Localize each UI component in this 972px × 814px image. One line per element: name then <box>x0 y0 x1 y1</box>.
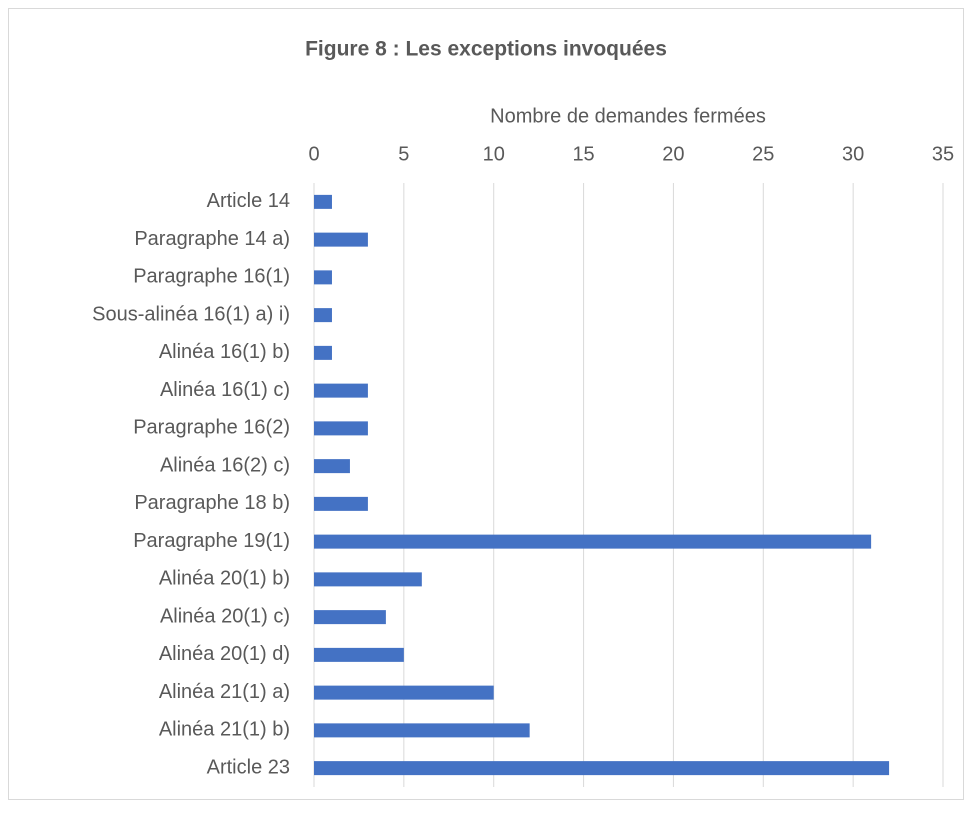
bar <box>314 308 332 323</box>
bar <box>314 685 494 700</box>
chart-title: Figure 8 : Les exceptions invoquées <box>305 38 667 61</box>
y-tick-label: Alinéa 20(1) b) <box>159 568 290 590</box>
y-tick-label: Paragraphe 18 b) <box>134 492 290 514</box>
y-tick-label: Alinéa 21(1) a) <box>159 681 290 703</box>
y-tick-label: Alinéa 20(1) d) <box>159 643 290 665</box>
x-tick-label: 10 <box>483 143 505 165</box>
x-tick-label: 0 <box>308 143 319 165</box>
x-tick-label: 35 <box>932 143 954 165</box>
y-tick-label: Paragraphe 16(2) <box>133 417 290 439</box>
x-tick-label: 30 <box>842 143 864 165</box>
bar <box>314 194 332 209</box>
x-tick-label: 5 <box>398 143 409 165</box>
bar <box>314 459 350 474</box>
bar <box>314 572 422 587</box>
y-tick-label: Alinéa 21(1) b) <box>159 719 290 741</box>
bar <box>314 647 404 662</box>
y-tick-label: Paragraphe 16(1) <box>133 266 290 288</box>
bar <box>314 610 386 625</box>
y-tick-label: Article 14 <box>207 190 290 212</box>
bar <box>314 723 530 738</box>
y-tick-label: Alinéa 16(2) c) <box>160 454 290 476</box>
y-tick-label: Paragraphe 14 a) <box>134 228 290 250</box>
bar <box>314 421 368 436</box>
y-tick-label: Alinéa 16(1) b) <box>159 341 290 363</box>
y-tick-label: Alinéa 20(1) c) <box>160 605 290 627</box>
bar <box>314 345 332 360</box>
y-tick-label: Sous-alinéa 16(1) a) i) <box>92 303 290 325</box>
bar <box>314 383 368 398</box>
x-tick-label: 15 <box>572 143 594 165</box>
y-tick-label: Article 23 <box>207 756 290 778</box>
y-tick-label: Alinéa 16(1) c) <box>160 379 290 401</box>
bar <box>314 232 368 247</box>
x-tick-label: 20 <box>662 143 684 165</box>
x-tick-label: 25 <box>752 143 774 165</box>
bar <box>314 270 332 285</box>
bar <box>314 496 368 511</box>
y-tick-label: Paragraphe 19(1) <box>133 530 290 552</box>
chart-border <box>8 8 964 800</box>
bar <box>314 534 872 549</box>
x-axis-label: Nombre de demandes fermées <box>490 105 766 127</box>
bar <box>314 761 890 776</box>
